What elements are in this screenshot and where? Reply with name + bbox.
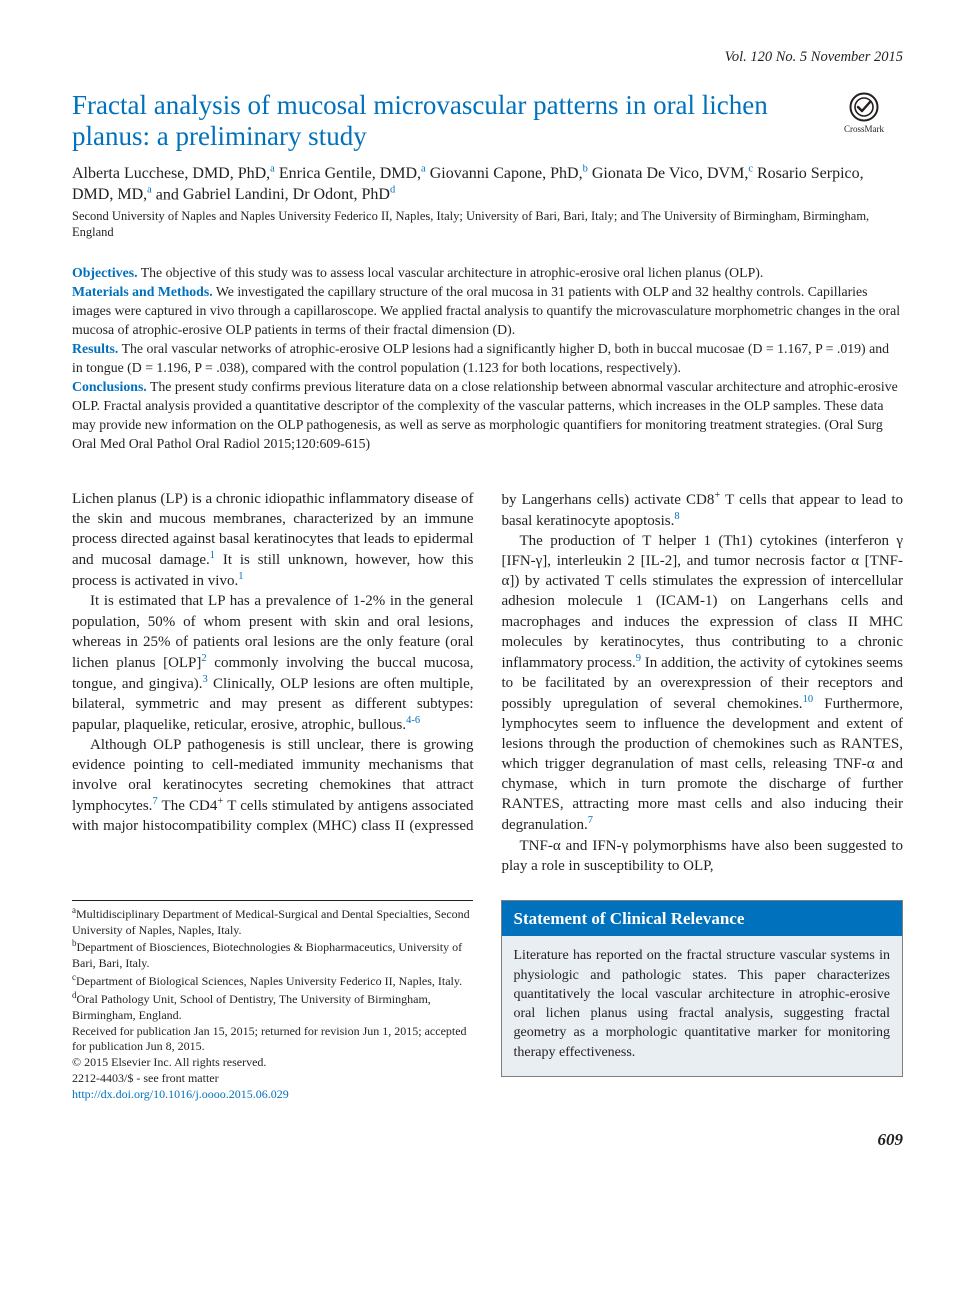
affiliation-footnote: cDepartment of Biological Sciences, Napl…: [72, 972, 473, 990]
abstract-conclusions: Conclusions. The present study confirms …: [72, 377, 903, 453]
author-list: Alberta Lucchese, DMD, PhD,a Enrica Gent…: [72, 162, 903, 205]
abstract-results: Results. The oral vascular networks of a…: [72, 339, 903, 377]
affiliation-footnote: bDepartment of Biosciences, Biotechnolog…: [72, 938, 473, 972]
citation-link[interactable]: 10: [803, 694, 814, 705]
clinical-relevance-body: Literature has reported on the fractal s…: [502, 936, 903, 1076]
author: Enrica Gentile, DMD,a: [279, 165, 426, 182]
crossmark-label: CrossMark: [844, 124, 884, 134]
page-number: 609: [72, 1129, 903, 1152]
author: Alberta Lucchese, DMD, PhD,a: [72, 165, 275, 182]
doi-link[interactable]: http://dx.doi.org/10.1016/j.oooo.2015.06…: [72, 1087, 289, 1101]
history-footnote: Received for publication Jan 15, 2015; r…: [72, 1024, 473, 1056]
abstract-block: Objectives. The objective of this study …: [72, 263, 903, 453]
journal-page: Vol. 120 No. 5 November 2015 Fractal ana…: [0, 0, 975, 1192]
copyright-footnote: © 2015 Elsevier Inc. All rights reserved…: [72, 1055, 473, 1071]
crossmark-icon: [849, 92, 879, 122]
author: Gionata De Vico, DVM,c: [592, 165, 753, 182]
citation-link[interactable]: 4-6: [406, 715, 420, 726]
running-head: Vol. 120 No. 5 November 2015: [72, 48, 903, 68]
abstract-methods: Materials and Methods. We investigated t…: [72, 282, 903, 339]
abstract-objectives: Objectives. The objective of this study …: [72, 263, 903, 282]
body-columns: Lichen planus (LP) is a chronic idiopath…: [72, 489, 903, 876]
body-para: Lichen planus (LP) is a chronic idiopath…: [72, 489, 474, 591]
title-row: Fractal analysis of mucosal microvascula…: [72, 90, 903, 160]
clinical-relevance-heading: Statement of Clinical Relevance: [502, 901, 903, 936]
citation-link[interactable]: 1: [238, 571, 243, 582]
citation-link[interactable]: 7: [588, 815, 593, 826]
body-para: It is estimated that LP has a prevalence…: [72, 591, 474, 735]
article-title: Fractal analysis of mucosal microvascula…: [72, 90, 811, 154]
footnotes: aMultidisciplinary Department of Medical…: [72, 900, 473, 1103]
author-separator: and: [152, 186, 183, 203]
clinical-relevance-box: Statement of Clinical Relevance Literatu…: [501, 900, 904, 1077]
author: Gabriel Landini, Dr Odont, PhDd: [183, 186, 395, 203]
citation-link[interactable]: 8: [674, 511, 679, 522]
issn-footnote: 2212-4403/$ - see front matter: [72, 1071, 473, 1087]
body-para: TNF-α and IFN-γ polymorphisms have also …: [502, 836, 904, 876]
author: Giovanni Capone, PhD,b: [430, 165, 588, 182]
affiliation-line: Second University of Naples and Naples U…: [72, 208, 903, 241]
affiliation-footnote: dOral Pathology Unit, School of Dentistr…: [72, 990, 473, 1024]
affiliation-footnote: aMultidisciplinary Department of Medical…: [72, 905, 473, 939]
doi-footnote: http://dx.doi.org/10.1016/j.oooo.2015.06…: [72, 1087, 473, 1103]
body-para: The production of T helper 1 (Th1) cytok…: [502, 531, 904, 835]
crossmark-badge[interactable]: CrossMark: [825, 90, 903, 135]
bottom-block: aMultidisciplinary Department of Medical…: [72, 900, 903, 1103]
